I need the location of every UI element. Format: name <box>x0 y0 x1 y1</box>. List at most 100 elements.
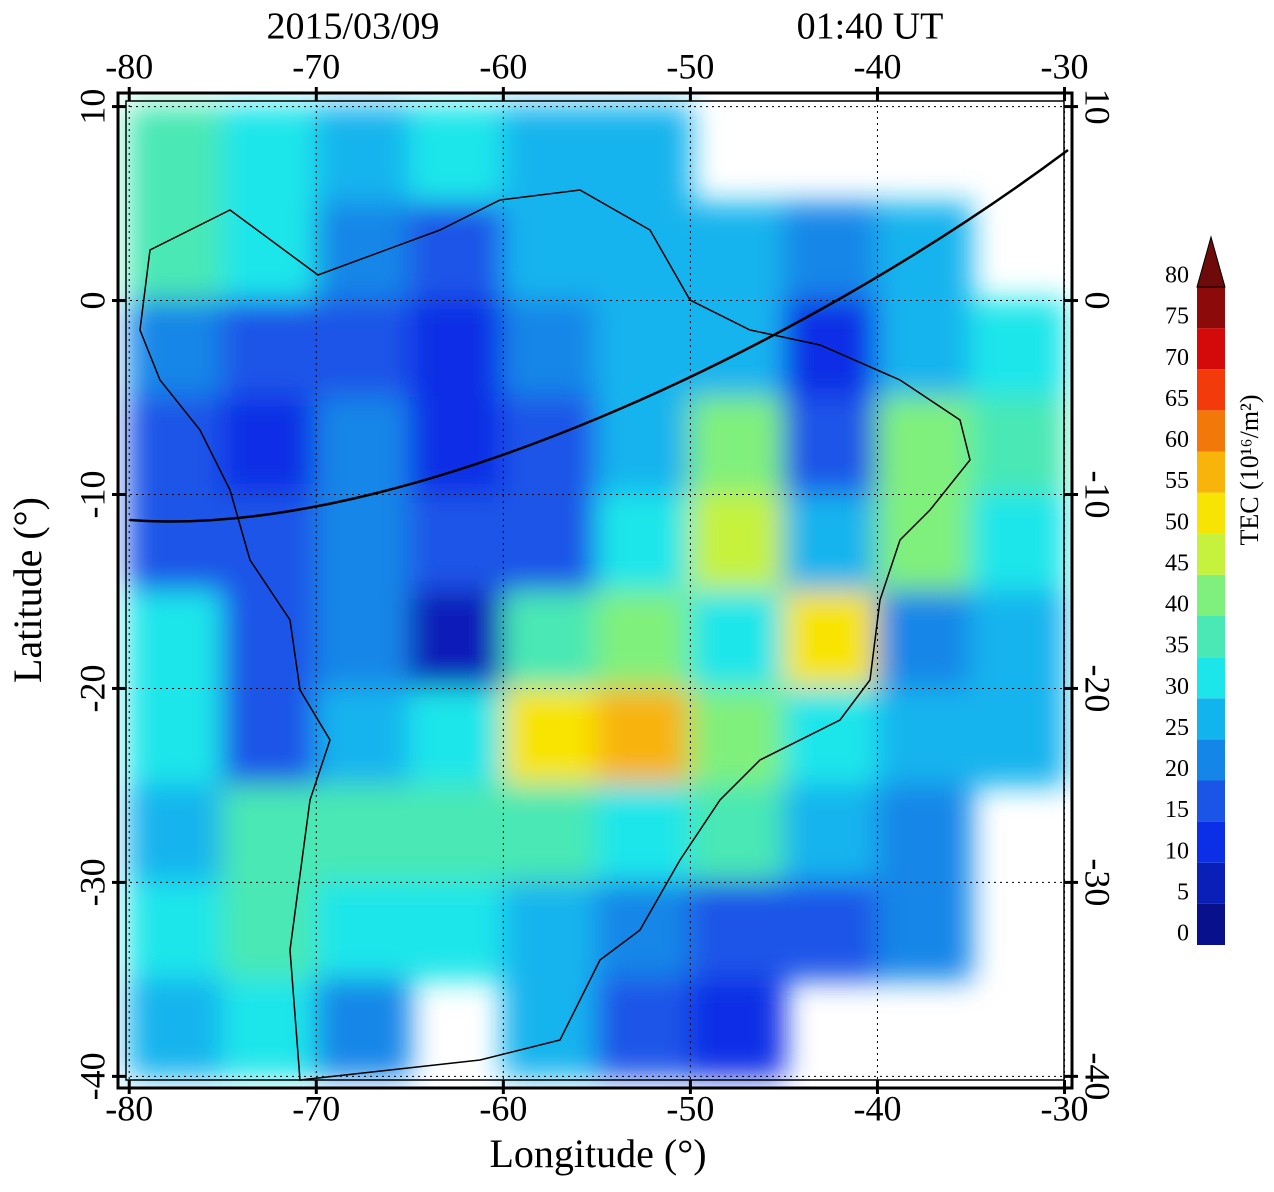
colorbar-bin <box>1197 616 1225 658</box>
colorbar-bin <box>1197 698 1225 740</box>
tec-cell <box>595 978 692 1078</box>
colorbar-bin <box>1197 780 1225 822</box>
tec-cell <box>876 784 972 884</box>
colorbar-bin <box>1197 739 1225 781</box>
tec-cell <box>595 105 692 205</box>
x-tick-label: -70 <box>292 1088 340 1128</box>
y-tick-label: -30 <box>1078 858 1118 906</box>
tec-cell <box>221 202 318 302</box>
x-tick-label: -30 <box>1041 1088 1089 1128</box>
y-tick-label: 0 <box>1078 292 1118 310</box>
tec-cell <box>782 881 879 981</box>
colorbar-tick-label: 25 <box>1165 715 1189 741</box>
x-tick-label: -70 <box>292 46 340 86</box>
colorbar-tick-label: 70 <box>1165 345 1189 371</box>
y-axis-label: Latitude (°) <box>5 497 50 683</box>
tec-cell <box>315 881 411 981</box>
y-tick-label: -40 <box>1078 1052 1118 1100</box>
tec-cell <box>595 493 692 593</box>
tec-cell <box>876 881 972 981</box>
tec-cell <box>408 881 505 981</box>
x-tick-label: -30 <box>1041 46 1089 86</box>
colorbar-bin <box>1197 410 1225 452</box>
tec-cell <box>595 202 692 302</box>
colorbar-tick-label: 65 <box>1165 386 1189 412</box>
tec-cell <box>689 590 785 690</box>
tec-cells <box>128 105 1066 1078</box>
tec-cell <box>969 299 1066 399</box>
tec-cell <box>502 493 598 593</box>
colorbar-tick-label: 30 <box>1165 674 1189 700</box>
tec-cell <box>502 105 598 205</box>
y-tick-label: -20 <box>1078 664 1118 712</box>
colorbar-bin <box>1197 657 1225 699</box>
tec-field <box>128 105 1066 1078</box>
tec-cell <box>408 299 505 399</box>
colorbar-bin <box>1197 451 1225 493</box>
terminator <box>129 148 1069 523</box>
tec-cell <box>221 978 318 1078</box>
coastline <box>139 189 971 1081</box>
tec-cell <box>876 687 972 787</box>
colorbar-bin <box>1197 369 1225 411</box>
colorbar-tick-label: 0 <box>1177 921 1189 947</box>
time-title: 01:40 UT <box>797 6 944 48</box>
colorbar-bin <box>1197 287 1225 329</box>
tec-cell <box>221 881 318 981</box>
tec-cell <box>315 784 411 884</box>
tec-cell <box>782 590 879 690</box>
tec-cell <box>221 590 318 690</box>
x-axis-label: Longitude (°) <box>489 1131 706 1176</box>
y-tick-label: 0 <box>72 292 112 310</box>
tec-cell <box>315 396 411 496</box>
colorbar-bin <box>1197 903 1225 945</box>
x-tick-label: -40 <box>853 46 901 86</box>
tec-cell <box>408 784 505 884</box>
tec-cell <box>128 202 224 302</box>
colorbar-tick-label: 60 <box>1165 427 1189 453</box>
tec-cell <box>502 784 598 884</box>
tec-cell <box>595 396 692 496</box>
colorbar-extend <box>1196 235 1226 288</box>
colorbar-bin <box>1197 533 1225 575</box>
tec-cell <box>315 202 411 302</box>
tec-cell <box>689 299 785 399</box>
tec-cell <box>221 687 318 787</box>
tec-cell <box>689 396 785 496</box>
colorbar-tick-label: 75 <box>1165 304 1189 330</box>
tec-cell <box>969 493 1066 593</box>
tec-cell <box>689 978 785 1078</box>
tec-cell <box>502 396 598 496</box>
tec-cell <box>128 299 224 399</box>
tec-cell <box>595 784 692 884</box>
y-tick-label: -10 <box>72 470 112 518</box>
tec-cell <box>782 493 879 593</box>
colorbar-tick-label: 15 <box>1165 797 1189 823</box>
colorbar-tick-label: 45 <box>1165 550 1189 576</box>
y-tick-label: 10 <box>1078 89 1118 125</box>
tec-cell <box>876 493 972 593</box>
tec-cell <box>969 396 1066 496</box>
tec-cell <box>689 687 785 787</box>
y-tick-label: 10 <box>72 89 112 125</box>
x-tick-label: -80 <box>105 1088 153 1128</box>
date-title: 2015/03/09 <box>266 6 439 48</box>
tec-cell <box>315 299 411 399</box>
tec-cell <box>595 299 692 399</box>
tec-cell <box>782 202 879 302</box>
tec-cell <box>128 978 224 1078</box>
y-tick-label: -20 <box>72 664 112 712</box>
tec-cell <box>408 493 505 593</box>
tec-cell <box>128 687 224 787</box>
tec-cell <box>876 396 972 496</box>
tec-cell <box>689 202 785 302</box>
colorbar-tick-label: 50 <box>1165 509 1189 535</box>
tec-cell <box>408 687 505 787</box>
colorbar-tick-label: 5 <box>1177 879 1189 905</box>
colorbar-bin <box>1197 862 1225 904</box>
plot-frame-inner <box>125 100 1065 1081</box>
colorbar-tick-label: 40 <box>1165 592 1189 618</box>
colorbar-bin <box>1197 492 1225 534</box>
colorbar-tick-label: 55 <box>1165 468 1189 494</box>
tec-cell <box>502 299 598 399</box>
